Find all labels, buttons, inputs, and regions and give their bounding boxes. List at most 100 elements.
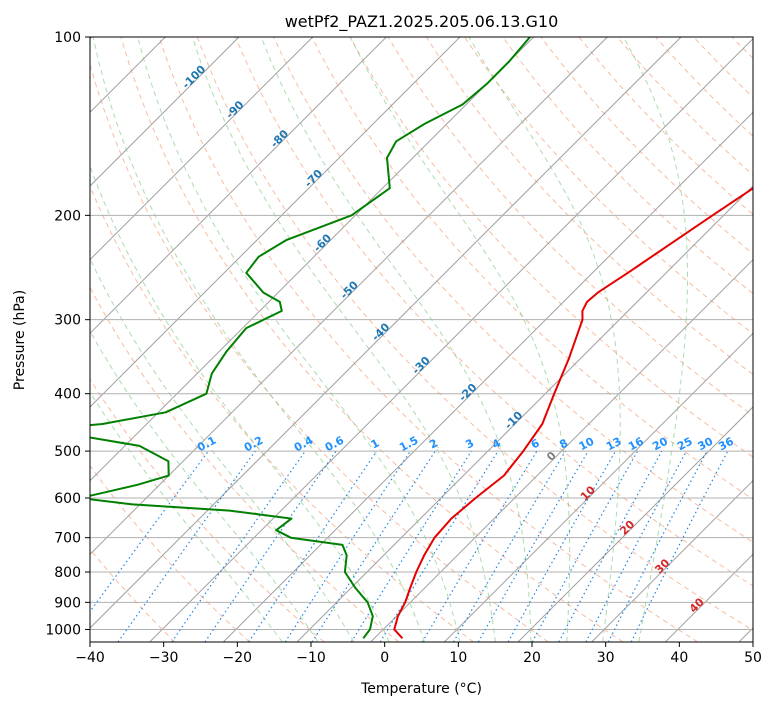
y-tick-label: 900 — [54, 595, 81, 611]
mixing-ratio-label: 36 — [716, 435, 736, 454]
mixing-ratio-line — [171, 450, 306, 642]
isotherm-line — [149, 37, 753, 642]
isotherm-label: 10 — [578, 483, 598, 503]
y-tick-label: 700 — [54, 531, 81, 547]
mixing-ratio-line — [630, 450, 729, 642]
y-tick-label: 100 — [54, 30, 81, 46]
y-tick-label: 200 — [54, 208, 81, 224]
y-axis-label: Pressure (hPa) — [12, 290, 28, 390]
mixing-ratio-line — [284, 450, 411, 642]
dry-adiabat — [90, 286, 400, 642]
moist-adiabat — [191, 37, 496, 642]
dry-adiabat — [387, 37, 753, 416]
dry-adiabat — [425, 37, 753, 375]
mixing-ratio-line — [477, 450, 589, 642]
dry-adiabat — [120, 37, 624, 642]
isotherm-label: -50 — [338, 278, 361, 301]
isotherm-label: 30 — [652, 556, 672, 576]
mixing-ratio-label: 20 — [650, 434, 670, 453]
isotherm-label: -80 — [268, 127, 291, 150]
isotherm-line — [517, 406, 753, 642]
mixing-ratio-label: 2 — [427, 436, 440, 451]
isotherm-label: -30 — [410, 354, 433, 377]
x-tick-label: 10 — [449, 650, 467, 666]
mixing-ratio-label: 6 — [529, 436, 542, 451]
x-tick-label: 40 — [670, 650, 688, 666]
mixing-ratio-line — [117, 450, 256, 642]
mixing-ratio-line — [507, 450, 617, 642]
mixing-ratio-line — [585, 450, 688, 642]
mixing-ratio-label: 25 — [675, 435, 695, 454]
dry-adiabat — [273, 37, 753, 543]
moist-adiabat — [623, 37, 688, 642]
mixing-ratio-label: 16 — [626, 435, 646, 454]
moist-adiabat — [468, 37, 621, 642]
temperature-profile — [393, 187, 753, 639]
isotherm-label: -10 — [502, 409, 525, 432]
isotherm-label: 20 — [617, 517, 637, 537]
moist-adiabat — [349, 37, 571, 642]
x-tick-label: 30 — [597, 650, 615, 666]
isotherm-label: -20 — [456, 381, 479, 404]
dry-adiabat — [90, 184, 474, 642]
isotherm-line — [90, 37, 608, 556]
isotherm-line — [90, 37, 682, 629]
y-tick-label: 300 — [54, 313, 81, 329]
dry-adiabat — [90, 378, 325, 642]
y-tick-label: 500 — [54, 444, 81, 460]
x-tick-label: 50 — [744, 650, 762, 666]
dry-adiabat — [90, 62, 549, 642]
isotherm-line — [90, 37, 461, 408]
dry-adiabat — [578, 37, 753, 215]
mixing-ratio-label: 13 — [604, 435, 624, 454]
mixing-ratio-line — [311, 450, 436, 642]
dry-adiabat — [235, 37, 753, 587]
x-tick-label: −30 — [149, 650, 179, 666]
y-tick-label: 800 — [54, 565, 81, 581]
x-axis-label: Temperature (°C) — [360, 681, 482, 697]
isotherm-label: -100 — [180, 63, 209, 92]
isotherm-line — [90, 37, 240, 187]
isotherm-line — [443, 332, 753, 642]
moist-adiabat — [137, 37, 461, 642]
mixing-ratio-label: 10 — [577, 434, 597, 453]
moist-adiabat — [90, 257, 355, 642]
dry-adiabat — [196, 37, 753, 631]
mixing-ratio-line — [90, 450, 209, 613]
mixing-ratio-label: 30 — [696, 435, 716, 454]
y-tick-label: 1000 — [45, 622, 81, 638]
mixing-ratio-line — [452, 450, 566, 642]
isotherm-line — [222, 111, 753, 642]
dewpoint-profile — [90, 37, 531, 639]
mixing-ratio-line — [248, 450, 378, 642]
x-tick-label: −20 — [223, 650, 253, 666]
moist-adiabat — [260, 37, 532, 642]
mixing-ratio-label: 3 — [463, 436, 476, 451]
dry-adiabat — [540, 37, 753, 255]
x-tick-label: −10 — [296, 650, 326, 666]
y-tick-label: 400 — [54, 387, 81, 403]
chart-title: wetPf2_PAZ1.2025.205.06.13.G10 — [285, 12, 559, 32]
isotherm-line — [90, 37, 387, 335]
dry-adiabat — [502, 37, 753, 295]
dry-adiabat — [770, 37, 775, 642]
dry-adiabat — [616, 37, 753, 176]
x-tick-label: 0 — [380, 650, 389, 666]
isotherm-label: 40 — [687, 595, 707, 615]
isotherm-label: -70 — [302, 167, 325, 190]
isotherm-line — [591, 479, 753, 642]
y-tick-label: 600 — [54, 491, 81, 507]
isotherm-label: -40 — [369, 320, 392, 343]
isotherm-line — [90, 37, 314, 261]
dry-adiabat — [311, 37, 753, 500]
mixing-ratio-line — [558, 450, 663, 642]
isotherm-label: -90 — [223, 98, 246, 121]
dry-adiabat — [464, 37, 753, 335]
dry-adiabat — [693, 37, 753, 98]
moist-adiabat — [90, 164, 390, 642]
isotherm-line — [296, 185, 753, 642]
mixing-ratio-line — [350, 450, 472, 642]
x-tick-label: 20 — [523, 650, 541, 666]
mixing-ratio-line — [421, 450, 538, 642]
